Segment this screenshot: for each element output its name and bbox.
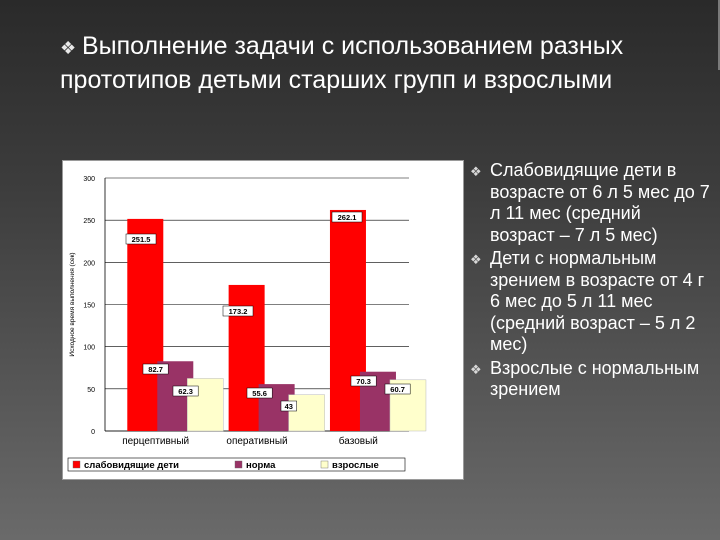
bar-chart-svg: 0 50 100 150 200 250 300 Исходное время выполне… — [67, 176, 427, 472]
legend-entry: взрослые — [332, 460, 379, 471]
diamond-bullet-icon: ❖ — [470, 361, 482, 377]
data-label: 43 — [285, 402, 293, 411]
data-label-box — [222, 305, 254, 317]
diamond-bullet-icon: ❖ — [60, 38, 77, 58]
slide-title-text: Выполнение задачи с использованием разны… — [60, 32, 624, 94]
bar-2-1 — [288, 394, 325, 432]
y-tick-label: 250 — [83, 218, 95, 225]
legend-swatch — [320, 460, 329, 469]
slide-title: ❖ Выполнение задачи с использованием разн… — [60, 30, 690, 96]
data-label-box — [125, 233, 157, 245]
diamond-bullet-icon: ❖ — [470, 164, 482, 179]
y-tick-label: 50 — [87, 387, 95, 394]
data-label-box — [350, 375, 377, 387]
y-tick-label: 300 — [83, 176, 95, 183]
legend-entry: слабовидящие дети — [84, 460, 179, 471]
y-tick-label: 150 — [83, 303, 95, 310]
slide-frame-decoration — [708, 0, 720, 70]
data-label: 55.6 — [252, 389, 267, 398]
legend-entry: норма — [246, 460, 276, 471]
bullet-item: ❖ Взрослые с нормальным зрением — [470, 358, 710, 401]
y-tick-label: 100 — [83, 345, 95, 352]
legend-description-list: ❖ Слабовидящие дети в возрасте от 6 л 5 м… — [470, 160, 710, 403]
x-tick-label: перцептивный — [122, 436, 189, 447]
x-tick-label: оперативный — [226, 436, 287, 447]
bullet-text: Дети с нормальным зрением в возрасте от … — [490, 248, 705, 354]
bar-chart: 0 50 100 150 200 250 300 Исходное время выполне… — [62, 160, 464, 480]
data-label: 62.3 — [178, 387, 193, 396]
y-axis-label: Исходное время выполнения (сек) — [69, 252, 76, 356]
data-label-box — [246, 387, 273, 399]
y-tick-label: 200 — [83, 260, 95, 267]
bullet-item: ❖ Слабовидящие дети в возрасте от 6 л 5 м… — [470, 160, 710, 246]
bullet-text: Взрослые с нормальным зрением — [490, 357, 700, 400]
bullet-text: Слабовидящие дети в возрасте от 6 л 5 ме… — [490, 160, 710, 245]
legend-swatch — [234, 460, 243, 469]
legend-swatch — [72, 460, 81, 469]
diamond-bullet-icon: ❖ — [470, 252, 482, 267]
data-label-box — [384, 383, 411, 395]
data-label-box — [142, 363, 169, 375]
data-label: 173.2 — [229, 307, 248, 316]
data-label-box — [280, 400, 297, 412]
x-tick-label: базовый — [339, 435, 378, 447]
y-tick-label: 0 — [91, 429, 95, 436]
data-label: 251.5 — [132, 235, 151, 244]
bullet-item: ❖ Дети с нормальным зрением в возрасте от… — [470, 248, 710, 356]
data-label-box — [172, 385, 199, 397]
data-label: 70.3 — [356, 377, 371, 386]
data-label: 60.7 — [390, 385, 405, 394]
data-label: 262.1 — [338, 213, 357, 222]
data-label-box — [331, 211, 363, 223]
data-label: 82.7 — [148, 365, 163, 374]
